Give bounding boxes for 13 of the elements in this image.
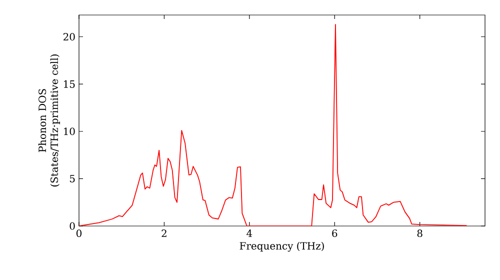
y-tick-label: 20 — [63, 32, 75, 41]
line-series — [79, 24, 468, 226]
x-tick-label: 8 — [417, 230, 422, 238]
y-tick-label: 5 — [70, 174, 75, 182]
x-tick-label: 6 — [332, 230, 338, 238]
y-tick-label: 10 — [64, 128, 75, 136]
x-tick-label: 0 — [76, 230, 82, 238]
y-axis-title: Phonon DOS (States/THz·primitive cell) — [38, 54, 60, 186]
x-axis-title: Frequency (THz) — [240, 242, 324, 252]
y-tick-label: 0 — [70, 222, 75, 230]
x-tick-label: 2 — [162, 230, 166, 237]
y-tick-label: 15 — [64, 80, 75, 88]
x-tick-label: 4 — [246, 230, 252, 237]
